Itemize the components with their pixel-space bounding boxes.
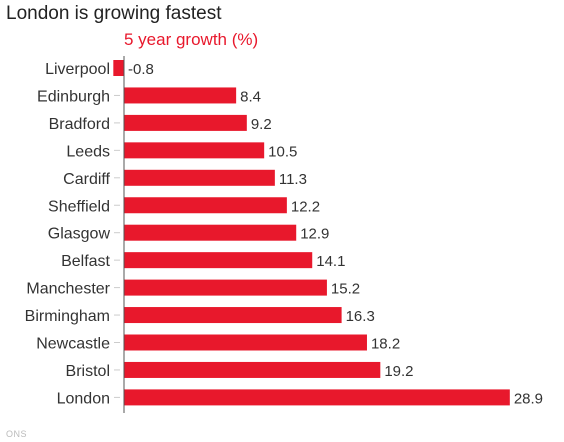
value-label: 11.3 <box>279 171 307 188</box>
value-label: 12.9 <box>300 226 329 243</box>
category-label: Cardiff <box>63 171 110 188</box>
value-label: 16.3 <box>346 308 375 325</box>
bar <box>124 114 247 131</box>
bar <box>124 307 342 324</box>
category-label: Glasgow <box>48 226 111 243</box>
value-label: 19.2 <box>384 363 413 380</box>
bar <box>124 389 510 406</box>
value-label: 14.1 <box>316 253 345 270</box>
bar <box>124 142 265 159</box>
category-label: Liverpool <box>45 61 110 78</box>
category-label: Sheffield <box>48 198 110 215</box>
bar <box>124 197 287 214</box>
bar <box>124 224 297 241</box>
category-label: London <box>57 390 110 407</box>
value-label: 10.5 <box>268 143 297 160</box>
category-label: Belfast <box>61 253 110 270</box>
chart-source: ONS <box>6 429 28 439</box>
value-label: 9.2 <box>251 116 272 133</box>
value-label: 28.9 <box>514 390 543 407</box>
value-label: 18.2 <box>371 336 400 353</box>
bar <box>124 87 237 104</box>
category-label: Birmingham <box>25 308 110 325</box>
value-label: 8.4 <box>240 88 261 105</box>
chart-title: London is growing fastest <box>6 3 222 24</box>
category-label: Bradford <box>49 116 110 133</box>
bar <box>124 252 313 269</box>
category-label: Edinburgh <box>37 88 110 105</box>
chart-subtitle: 5 year growth (%) <box>124 30 259 49</box>
category-label: Leeds <box>66 143 110 160</box>
bar <box>113 60 124 76</box>
bar <box>124 361 381 378</box>
bars-layer: Liverpool -0.8 Edinburgh 8.4 Bradford 9.2 Leed… <box>25 60 543 407</box>
category-label: Manchester <box>26 281 110 298</box>
value-label: 15.2 <box>331 281 360 298</box>
category-label: Bristol <box>66 363 110 380</box>
bar <box>124 279 327 296</box>
value-label: 12.2 <box>291 198 320 215</box>
bar <box>124 169 275 186</box>
category-label: Newcastle <box>36 336 110 353</box>
value-label: -0.8 <box>128 61 154 78</box>
bar <box>124 334 367 351</box>
